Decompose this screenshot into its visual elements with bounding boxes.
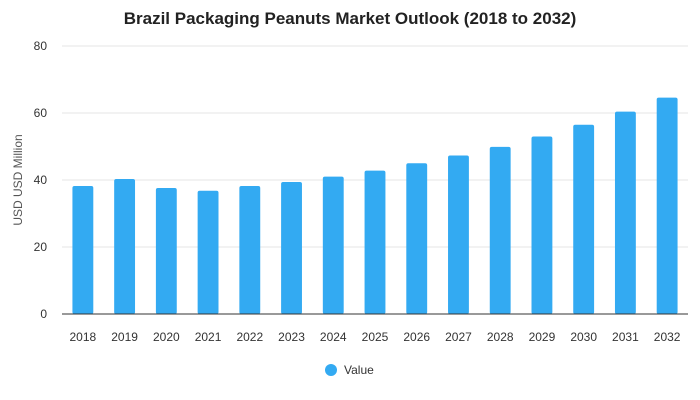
x-tick-label: 2018 (70, 330, 97, 344)
x-tick-label: 2025 (362, 330, 389, 344)
legend: Value (325, 363, 374, 377)
bar-2028 (489, 146, 511, 314)
bar-2029 (531, 136, 553, 314)
x-tick-label: 2027 (445, 330, 472, 344)
bar-2032 (656, 97, 678, 314)
x-tick-label: 2021 (195, 330, 222, 344)
y-tick-label: 40 (34, 173, 48, 187)
x-tick-label: 2029 (529, 330, 556, 344)
x-tick-label: 2024 (320, 330, 347, 344)
y-tick-label: 0 (40, 307, 47, 321)
bar-2026 (406, 163, 428, 314)
x-tick-label: 2032 (654, 330, 681, 344)
x-tick-label: 2020 (153, 330, 180, 344)
y-tick-label: 60 (34, 106, 48, 120)
x-tick-label: 2026 (403, 330, 430, 344)
x-tick-label: 2031 (612, 330, 639, 344)
x-tick-label: 2019 (111, 330, 138, 344)
bar-2019 (114, 178, 136, 314)
x-axis-ticks: 2018 2019 2020 2021 2022 2023 2024 2025 2026 2027… (70, 330, 681, 344)
legend-label: Value (344, 363, 374, 377)
y-axis-label: USD USD Million (11, 134, 25, 225)
bars (72, 97, 678, 314)
bar-2020 (155, 188, 177, 314)
y-tick-label: 20 (34, 240, 48, 254)
bar-2027 (448, 155, 469, 314)
x-tick-label: 2030 (570, 330, 597, 344)
bar-2024 (322, 176, 344, 314)
bar-2018 (72, 186, 94, 314)
x-tick-label: 2028 (487, 330, 514, 344)
y-tick-label: 80 (34, 39, 48, 53)
chart-title: Brazil Packaging Peanuts Market Outlook … (124, 9, 577, 28)
bar-2021 (197, 190, 219, 314)
bar-2031 (614, 111, 636, 314)
bar-2030 (573, 124, 595, 314)
x-tick-label: 2023 (278, 330, 305, 344)
legend-marker (325, 364, 337, 376)
y-axis-ticks: 0 20 40 60 80 (34, 39, 48, 321)
bar-2022 (239, 186, 261, 314)
bar-2025 (364, 170, 386, 314)
x-tick-label: 2022 (236, 330, 263, 344)
bar-2023 (281, 182, 302, 314)
